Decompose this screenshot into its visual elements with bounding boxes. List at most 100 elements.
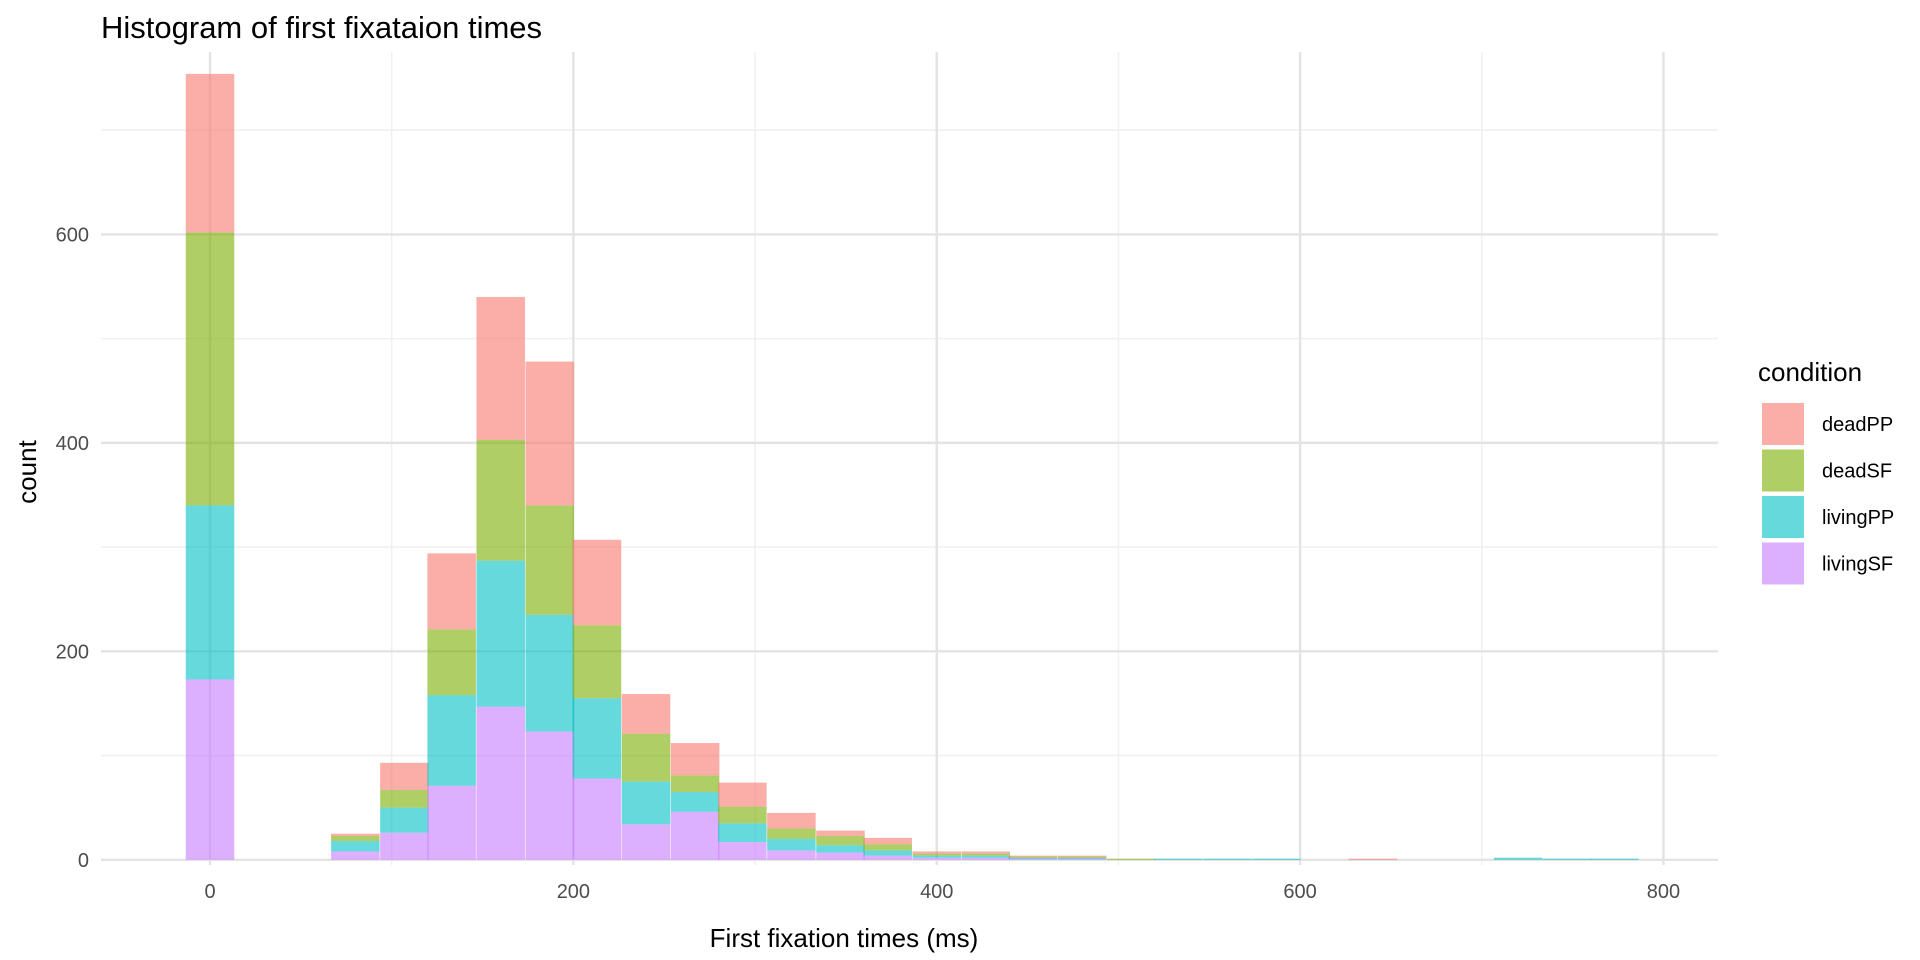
- bar-livingSF: [816, 852, 865, 860]
- bar-livingPP: [1252, 858, 1301, 860]
- bar-livingSF: [1057, 858, 1107, 860]
- bar-livingPP: [185, 505, 235, 680]
- bar-deadSF: [621, 733, 671, 782]
- bar-deadPP: [331, 833, 380, 836]
- bar-deadPP: [718, 782, 767, 807]
- legend-key-deadPP: [1762, 403, 1804, 445]
- bar-livingPP: [1008, 857, 1058, 859]
- bar-deadSF: [670, 775, 720, 793]
- bar-livingSF: [427, 785, 476, 860]
- bar-livingPP: [621, 781, 671, 825]
- bar-livingPP: [816, 845, 865, 853]
- bar-deadSF: [380, 789, 429, 808]
- bar-deadSF: [1008, 856, 1058, 858]
- bar-livingSF: [525, 731, 575, 860]
- legend-label-livingPP: livingPP: [1822, 507, 1894, 529]
- bar-deadSF: [331, 835, 380, 842]
- bar-deadPP: [1057, 855, 1107, 857]
- bar-deadSF: [816, 835, 865, 846]
- x-axis-title: First fixation times (ms): [710, 923, 979, 953]
- bar-deadSF: [185, 232, 235, 506]
- bar-deadPP: [863, 837, 912, 845]
- bar-livingPP: [1542, 858, 1592, 860]
- bar-deadSF: [427, 629, 476, 696]
- y-tick-label: 400: [56, 433, 89, 455]
- bar-livingPP: [427, 695, 476, 786]
- x-tick-label: 600: [1283, 881, 1316, 903]
- bars: [185, 73, 1639, 860]
- bar-livingPP: [525, 614, 575, 732]
- bar-livingPP: [331, 841, 380, 852]
- bar-livingPP: [1057, 857, 1107, 859]
- bar-livingSF: [572, 778, 622, 860]
- bar-livingPP: [863, 850, 912, 856]
- legend-label-livingSF: livingSF: [1822, 554, 1893, 576]
- x-tick-label: 200: [557, 881, 590, 903]
- legend-key-livingPP: [1762, 496, 1804, 538]
- bar-livingSF: [912, 857, 962, 860]
- bar-livingPP: [476, 560, 525, 707]
- y-tick-label: 200: [56, 641, 89, 663]
- bar-deadSF: [572, 625, 622, 699]
- chart-title: Histogram of first fixataion times: [101, 10, 542, 45]
- legend-key-livingSF: [1762, 542, 1804, 585]
- bar-deadPP: [816, 830, 865, 836]
- tick-labels: 0 200 400 600 800 0 200 400 600: [56, 224, 1681, 903]
- bar-deadSF: [1057, 856, 1107, 858]
- bar-livingPP: [670, 792, 720, 812]
- bar-livingSF: [961, 857, 1011, 860]
- bar-deadSF: [476, 439, 525, 561]
- bar-deadPP: [767, 812, 816, 829]
- bar-livingSF: [621, 824, 671, 860]
- bar-deadSF: [767, 828, 816, 839]
- bar-livingSF: [767, 850, 816, 860]
- bar-livingSF: [331, 851, 380, 860]
- y-tick-label: 600: [56, 224, 89, 246]
- bar-livingSF: [863, 855, 912, 860]
- bar-deadSF: [912, 853, 962, 856]
- bar-livingPP: [767, 838, 816, 851]
- bar-deadPP: [476, 296, 525, 440]
- bar-deadSF: [1106, 858, 1156, 860]
- bar-deadPP: [1008, 855, 1058, 857]
- bar-deadSF: [718, 806, 767, 824]
- bar-livingPP: [718, 823, 767, 843]
- bar-deadPP: [1348, 858, 1398, 860]
- bar-livingPP: [912, 855, 962, 858]
- bar-livingPP: [1493, 857, 1543, 860]
- bar-deadSF: [525, 505, 575, 615]
- bar-deadPP: [525, 361, 575, 506]
- bar-deadSF: [961, 853, 1011, 856]
- bar-livingPP: [1154, 858, 1203, 860]
- bar-livingSF: [1008, 858, 1058, 860]
- bar-livingPP: [1590, 858, 1639, 860]
- bar-livingPP: [961, 855, 1011, 858]
- bar-deadSF: [863, 844, 912, 851]
- bar-deadPP: [427, 553, 476, 630]
- y-tick-label: 0: [78, 850, 89, 872]
- bar-deadPP: [621, 694, 671, 734]
- bar-livingPP: [1203, 858, 1252, 860]
- bar-livingSF: [380, 832, 429, 860]
- bar-livingSF: [670, 811, 720, 860]
- legend: condition deadPP deadSF livingPP livingSF: [1758, 357, 1894, 585]
- bar-deadPP: [961, 851, 1011, 854]
- x-tick-label: 400: [920, 881, 953, 903]
- bar-livingSF: [185, 679, 235, 860]
- bar-livingPP: [572, 698, 622, 779]
- bar-deadPP: [572, 539, 622, 626]
- legend-label-deadSF: deadSF: [1822, 461, 1892, 483]
- legend-key-deadSF: [1762, 449, 1804, 492]
- legend-label-deadPP: deadPP: [1822, 414, 1893, 436]
- bar-livingSF: [718, 842, 767, 860]
- bar-livingPP: [380, 807, 429, 833]
- bar-deadPP: [185, 73, 235, 233]
- y-axis-title: count: [12, 439, 42, 503]
- x-tick-label: 0: [204, 881, 215, 903]
- bar-deadPP: [912, 851, 962, 854]
- legend-title: condition: [1758, 357, 1862, 387]
- bar-deadPP: [380, 762, 429, 790]
- bar-deadPP: [670, 743, 720, 776]
- grid-lines: [101, 52, 1718, 865]
